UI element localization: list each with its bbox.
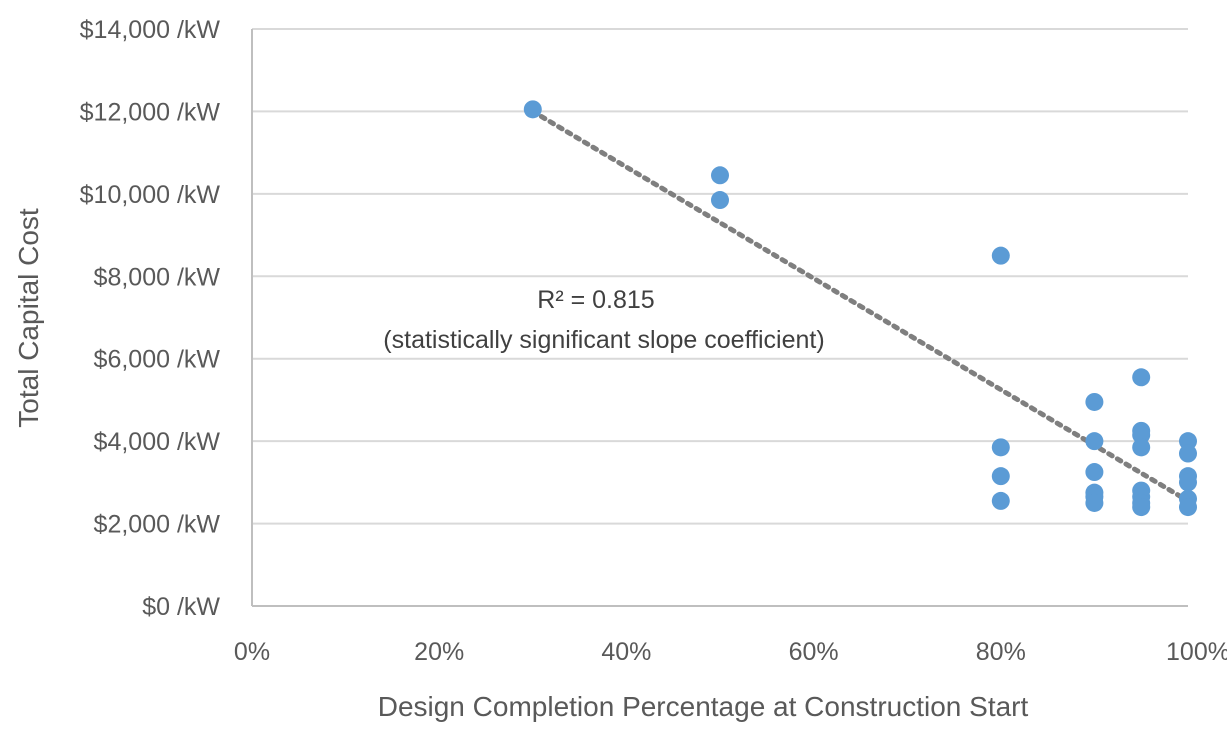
data-point [1132, 425, 1151, 444]
data-point [1085, 493, 1104, 512]
y-tick-label: $6,000 /kW [94, 346, 221, 374]
x-tick-labels: 0% 20% 40% 60% 80% 100% [234, 638, 1227, 666]
slope-significance-annotation: (statistically significant slope coeffic… [383, 326, 824, 354]
data-point [1179, 444, 1197, 463]
trendline [530, 108, 1191, 504]
data-point [1132, 368, 1151, 387]
y-tick-label: $4,000 /kW [94, 428, 221, 456]
data-point [991, 438, 1010, 457]
data-point [1179, 498, 1197, 517]
x-tick-label: 20% [414, 638, 464, 666]
data-point [991, 246, 1010, 265]
data-point [1085, 463, 1104, 482]
data-point [991, 491, 1010, 510]
data-point [1132, 438, 1151, 457]
y-tick-label: $0 /kW [142, 593, 220, 621]
x-tick-label: 60% [789, 638, 839, 666]
trendline-group [530, 108, 1191, 504]
data-points [523, 100, 1197, 517]
data-point [711, 166, 729, 185]
x-tick-label: 100% [1166, 638, 1227, 666]
data-point [1132, 498, 1151, 517]
x-axis-title: Design Completion Percentage at Construc… [378, 691, 1029, 722]
data-point [1179, 432, 1197, 451]
data-point [1085, 432, 1104, 451]
data-point [523, 100, 542, 119]
y-tick-label: $2,000 /kW [94, 511, 221, 539]
x-tick-label: 0% [234, 638, 270, 666]
axes [251, 29, 1188, 607]
data-point [1085, 392, 1104, 411]
y-tick-label: $12,000 /kW [80, 98, 221, 126]
y-tick-label: $14,000 /kW [80, 16, 221, 44]
gridlines [252, 28, 1188, 525]
data-point [991, 467, 1010, 486]
y-tick-label: $10,000 /kW [80, 181, 221, 209]
x-tick-label: 40% [601, 638, 651, 666]
x-tick-label: 80% [976, 638, 1026, 666]
r-squared-annotation: R² = 0.815 [537, 286, 654, 314]
y-tick-label: $8,000 /kW [94, 263, 221, 291]
y-axis-title: Total Capital Cost [13, 208, 44, 428]
data-point [1179, 473, 1197, 492]
y-tick-labels: $0 /kW $2,000 /kW $4,000 /kW $6,000 /kW $8,0… [80, 16, 221, 621]
data-point [711, 191, 729, 210]
